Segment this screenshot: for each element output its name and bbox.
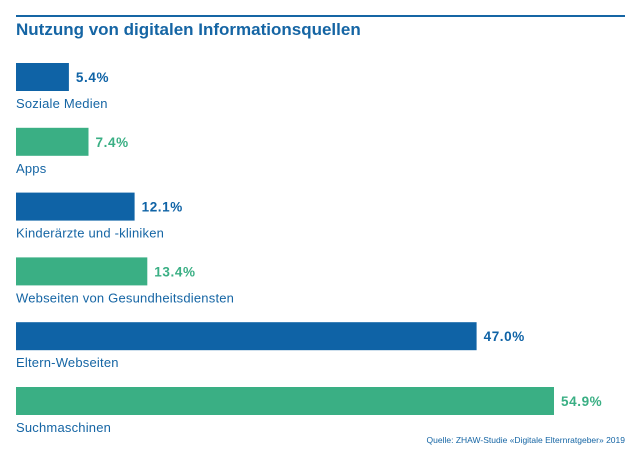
category-label-0: Soziale Medien — [16, 96, 108, 111]
bar-1 — [16, 127, 89, 156]
bar-2 — [16, 192, 135, 221]
category-label-3: Webseiten von Gesundheitsdiensten — [16, 290, 234, 305]
value-label-1: 7.4% — [96, 135, 129, 150]
top-rule — [16, 15, 625, 17]
chart-title: Nutzung von digitalen Informationsquelle… — [16, 20, 361, 39]
value-label-4: 47.0% — [484, 329, 525, 344]
bar-0 — [16, 63, 69, 91]
category-label-1: Apps — [16, 161, 47, 176]
value-label-3: 13.4% — [154, 264, 195, 279]
bar-5 — [16, 387, 554, 415]
bar-3 — [16, 257, 148, 286]
bar-4 — [16, 322, 477, 351]
value-label-0: 5.4% — [76, 70, 109, 85]
value-label-2: 12.1% — [142, 200, 183, 215]
value-label-5: 54.9% — [561, 394, 602, 409]
category-label-2: Kinderärzte und -kliniken — [16, 226, 164, 241]
category-label-5: Suchmaschinen — [16, 420, 111, 435]
source-note: Quelle: ZHAW-Studie «Digitale Elternratg… — [426, 435, 625, 445]
category-label-4: Eltern-Webseiten — [16, 355, 119, 370]
